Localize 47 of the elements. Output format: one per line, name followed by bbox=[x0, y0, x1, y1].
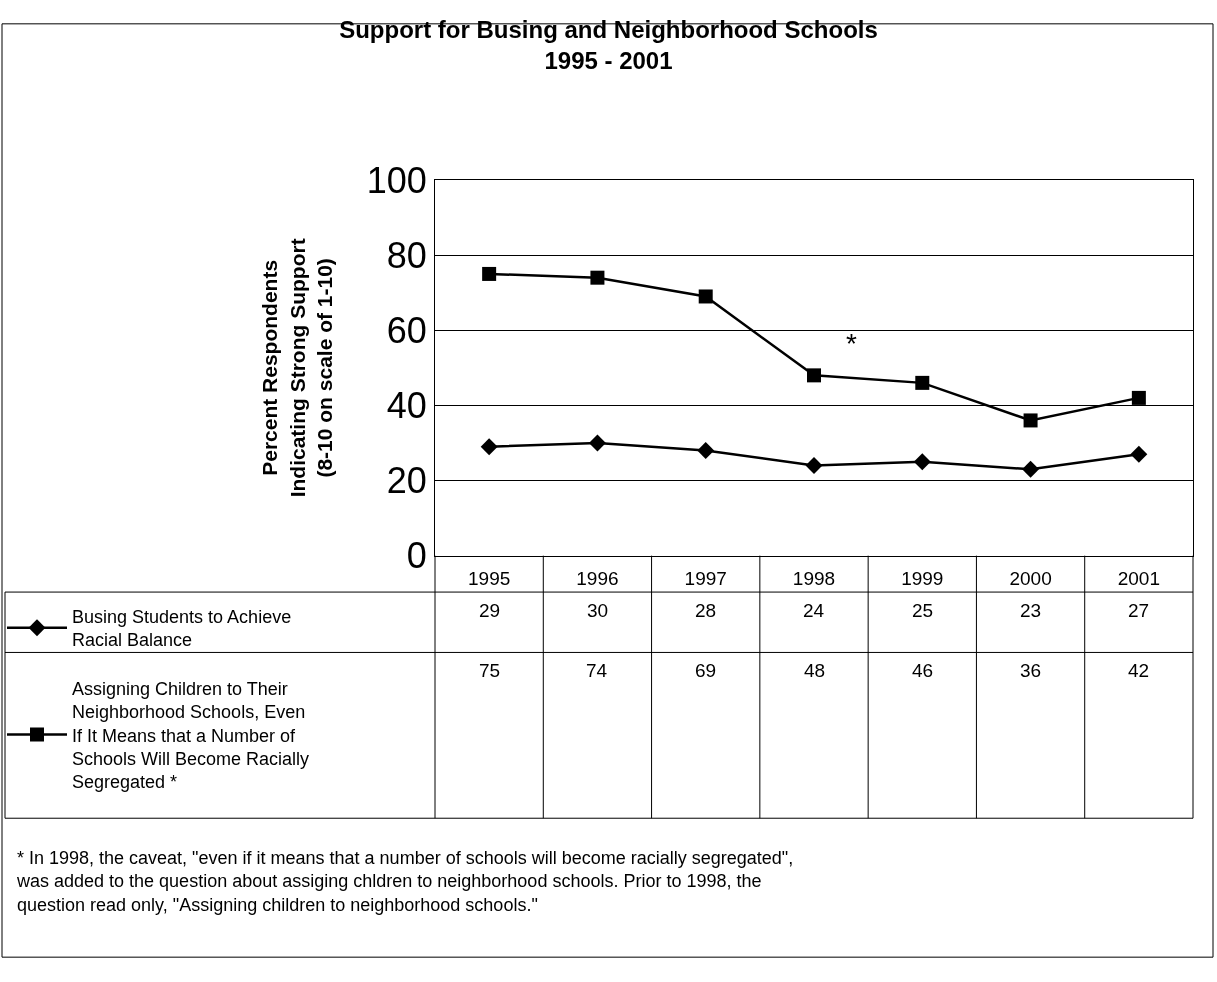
point bbox=[1022, 460, 1040, 478]
data-label: 46 bbox=[912, 660, 934, 681]
point bbox=[1023, 413, 1038, 428]
y-tick-label: 40 bbox=[386, 385, 427, 427]
data-label: 23 bbox=[1020, 600, 1042, 621]
data-label: 48 bbox=[804, 660, 826, 681]
point bbox=[697, 442, 715, 459]
x-tick-label: 2001 bbox=[1117, 568, 1160, 590]
point bbox=[588, 434, 606, 452]
data-label: 36 bbox=[1020, 660, 1042, 681]
data-label: 75 bbox=[479, 660, 501, 681]
y-axis-title: Percent Respondents Indicating Strong Support (8-10 on scale of 1-10) bbox=[258, 238, 336, 498]
x-tick-label: 1996 bbox=[576, 568, 619, 590]
data-label: 27 bbox=[1128, 600, 1150, 621]
y-tick-label: 60 bbox=[386, 309, 427, 351]
x-tick-label: 1999 bbox=[901, 568, 944, 590]
annotation: * bbox=[846, 328, 857, 359]
x-tick-label: 1998 bbox=[792, 568, 836, 590]
chart-title: Support for Busing and Neighborhood Schools 1995 - 2001 bbox=[339, 16, 878, 75]
x-tick-label: 1997 bbox=[684, 568, 727, 590]
y-tick-label: 100 bbox=[366, 159, 427, 201]
x-tick-label: 2000 bbox=[1009, 568, 1052, 590]
point bbox=[807, 368, 821, 383]
point bbox=[590, 270, 605, 285]
text: * In 1998, the caveat, "even if it means that a number of schools will become racially segregated", was added to the question about assiging chldren to neighborhood schools. Prior to 1998, the question read only, "Assigning children to neighborhood schools." bbox=[16, 848, 794, 915]
data-label: 24 bbox=[803, 600, 825, 621]
data-label: 74 bbox=[586, 660, 608, 681]
x-tick-label: 1995 bbox=[468, 568, 511, 590]
y-tick-label: 80 bbox=[386, 234, 427, 276]
point bbox=[1131, 390, 1146, 405]
legend-label: Busing Students to Achieve Racial Balance bbox=[72, 607, 292, 651]
y-tick-label: 20 bbox=[386, 460, 427, 502]
y-tick-label: 0 bbox=[406, 535, 427, 577]
point bbox=[915, 375, 930, 390]
point bbox=[482, 266, 497, 281]
data-label: 29 bbox=[479, 600, 501, 621]
data-label: 25 bbox=[912, 600, 934, 621]
point bbox=[480, 438, 498, 456]
data-label: 69 bbox=[695, 660, 717, 681]
data-label: 30 bbox=[587, 600, 609, 621]
point bbox=[805, 457, 823, 474]
point bbox=[913, 453, 931, 471]
point bbox=[1130, 445, 1148, 463]
data-label: 42 bbox=[1128, 660, 1150, 681]
legend-label: Assigning Children to Their Neighborhood Schools, Even If It Means that a Number of Schools Will Become Racially Segregated * bbox=[72, 678, 310, 793]
point bbox=[698, 289, 713, 304]
data-label: 28 bbox=[695, 600, 717, 621]
